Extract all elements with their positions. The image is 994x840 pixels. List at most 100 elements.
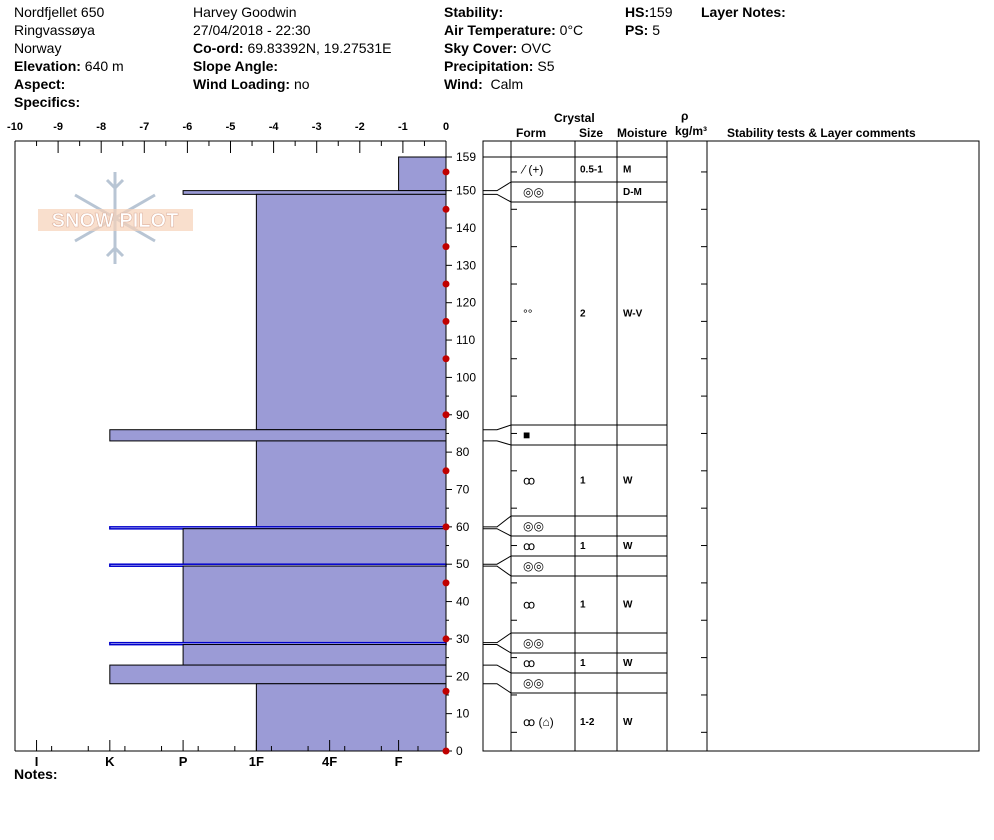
precip-label: Precipitation:: [444, 58, 534, 74]
crystal-size: 0.5-1: [580, 165, 603, 176]
height-tick-label: 140: [456, 221, 476, 235]
crystal-size: 1: [580, 541, 586, 552]
height-tick-label: 0: [456, 744, 463, 758]
moisture-value: W: [623, 658, 633, 669]
crystal-form-symbol: ꝏ: [523, 539, 535, 553]
height-tick-label: 10: [456, 707, 470, 721]
specifics-label: Specifics:: [14, 94, 81, 110]
layer-connector: [483, 515, 512, 528]
temp-tick-label: -7: [139, 121, 149, 133]
hardness-layer-bar: [398, 156, 447, 192]
height-tick-label: 40: [456, 595, 470, 609]
height-tick-label: 20: [456, 669, 470, 683]
aspect-label: Aspect:: [14, 76, 66, 92]
crystal-size: 1: [580, 658, 586, 669]
temperature-point: [442, 205, 450, 213]
air-temperature: Air Temperature: 0°C: [444, 21, 583, 39]
temp-tick-label: -1: [398, 121, 408, 133]
stability: Stability:: [444, 3, 503, 21]
rho-header: ρ: [681, 109, 689, 123]
sky-cover: Sky Cover: OVC: [444, 39, 551, 57]
hardness-layer-bar: [109, 664, 447, 685]
density-unit-header: kg/m³: [675, 124, 708, 138]
height-tick-label: 80: [456, 445, 470, 459]
elevation-value: 640 m: [84, 58, 124, 74]
layer-connector: [483, 683, 512, 694]
moisture-value: W: [623, 717, 633, 728]
temperature-point: [442, 243, 450, 251]
moisture-header: Moisture: [617, 126, 668, 140]
hs: HS:159: [625, 3, 672, 21]
stability-label: Stability:: [444, 4, 504, 20]
height-tick-label: 60: [456, 520, 470, 534]
air-temp-value: 0°C: [559, 22, 584, 38]
height-tick-label: 130: [456, 258, 476, 272]
crystal-size: 1-2: [580, 717, 595, 728]
temp-tick-label: -10: [7, 121, 23, 133]
height-tick-label: 150: [456, 184, 476, 198]
ps: PS: 5: [625, 21, 660, 39]
hardness-label: F: [395, 754, 403, 769]
temperature-point: [442, 467, 450, 475]
crystal-form-symbol: ◎◎: [523, 676, 544, 690]
hardness-layer-bar: [182, 644, 447, 666]
height-tick-label: 110: [456, 333, 475, 347]
coord-value: 69.83392N, 19.27531E: [247, 40, 392, 56]
height-tick-label: 100: [456, 370, 476, 384]
wind-loading-label: Wind Loading:: [193, 76, 291, 92]
temp-tick-label: 0: [443, 121, 449, 133]
region: Ringvassøya: [14, 22, 95, 38]
crystal-form-symbol: ⁄ (+): [520, 163, 543, 177]
slope-label: Slope Angle:: [193, 58, 279, 74]
layer-connector: [483, 664, 512, 674]
layer-notes-label: Layer Notes:: [701, 4, 786, 20]
hardness-layer-bar: [109, 429, 447, 442]
temp-tick-label: -8: [96, 121, 106, 133]
height-tick-label: 50: [456, 557, 470, 571]
aspect: Aspect:: [14, 75, 65, 93]
layer-connector: [483, 644, 512, 654]
crystal-form-symbol: ◎◎: [523, 636, 544, 650]
temp-tick-label: -2: [355, 121, 365, 133]
wind: Wind: Calm: [444, 75, 523, 93]
hardness-layer-bar: [255, 193, 447, 431]
temp-tick-label: -5: [226, 121, 236, 133]
temperature-point: [442, 687, 450, 695]
height-tick-label: 30: [456, 632, 470, 646]
hardness-layer-bar: [182, 190, 447, 195]
height-tick-label: 90: [456, 408, 470, 422]
hardness-layer-bar: [255, 683, 447, 752]
temperature-point: [442, 523, 450, 531]
sky-label: Sky Cover:: [444, 40, 518, 56]
crystal-size: 1: [580, 600, 586, 611]
comments-header: Stability tests & Layer comments: [727, 126, 916, 140]
hardness-label: 1F: [249, 754, 264, 769]
crystal-form-symbol: °°: [523, 307, 533, 321]
temperature-point: [442, 411, 450, 419]
crystal-form-symbol: ■: [523, 428, 530, 442]
crystal-form-symbol: ꝏ: [523, 656, 535, 670]
notes-label: Notes:: [14, 766, 58, 782]
precip-value: S5: [537, 58, 555, 74]
layer-connector: [483, 424, 512, 431]
crystal-form-symbol: ◎◎: [523, 559, 544, 573]
moisture-value: W: [623, 476, 633, 487]
datetime: 27/04/2018 - 22:30: [193, 22, 311, 38]
crystal-size: 1: [580, 476, 586, 487]
location-name: Nordfjellet 650: [14, 4, 105, 20]
layer-connector: [483, 555, 512, 565]
temp-tick-label: -6: [183, 121, 193, 133]
temperature-point: [442, 747, 450, 755]
precipitation: Precipitation: S5: [444, 57, 554, 75]
layer-notes: Layer Notes:: [701, 3, 786, 21]
hardness-label: I: [35, 754, 39, 769]
wind-label: Wind:: [444, 76, 483, 92]
hs-label: HS:: [625, 4, 650, 20]
crystal-header: Crystal: [554, 111, 595, 125]
snowpilot-logo: SNOW PILOT: [38, 172, 193, 264]
elevation: Elevation: 640 m: [14, 57, 124, 75]
hardness-layer-bar: [182, 528, 447, 565]
coord-label: Co-ord:: [193, 40, 244, 56]
